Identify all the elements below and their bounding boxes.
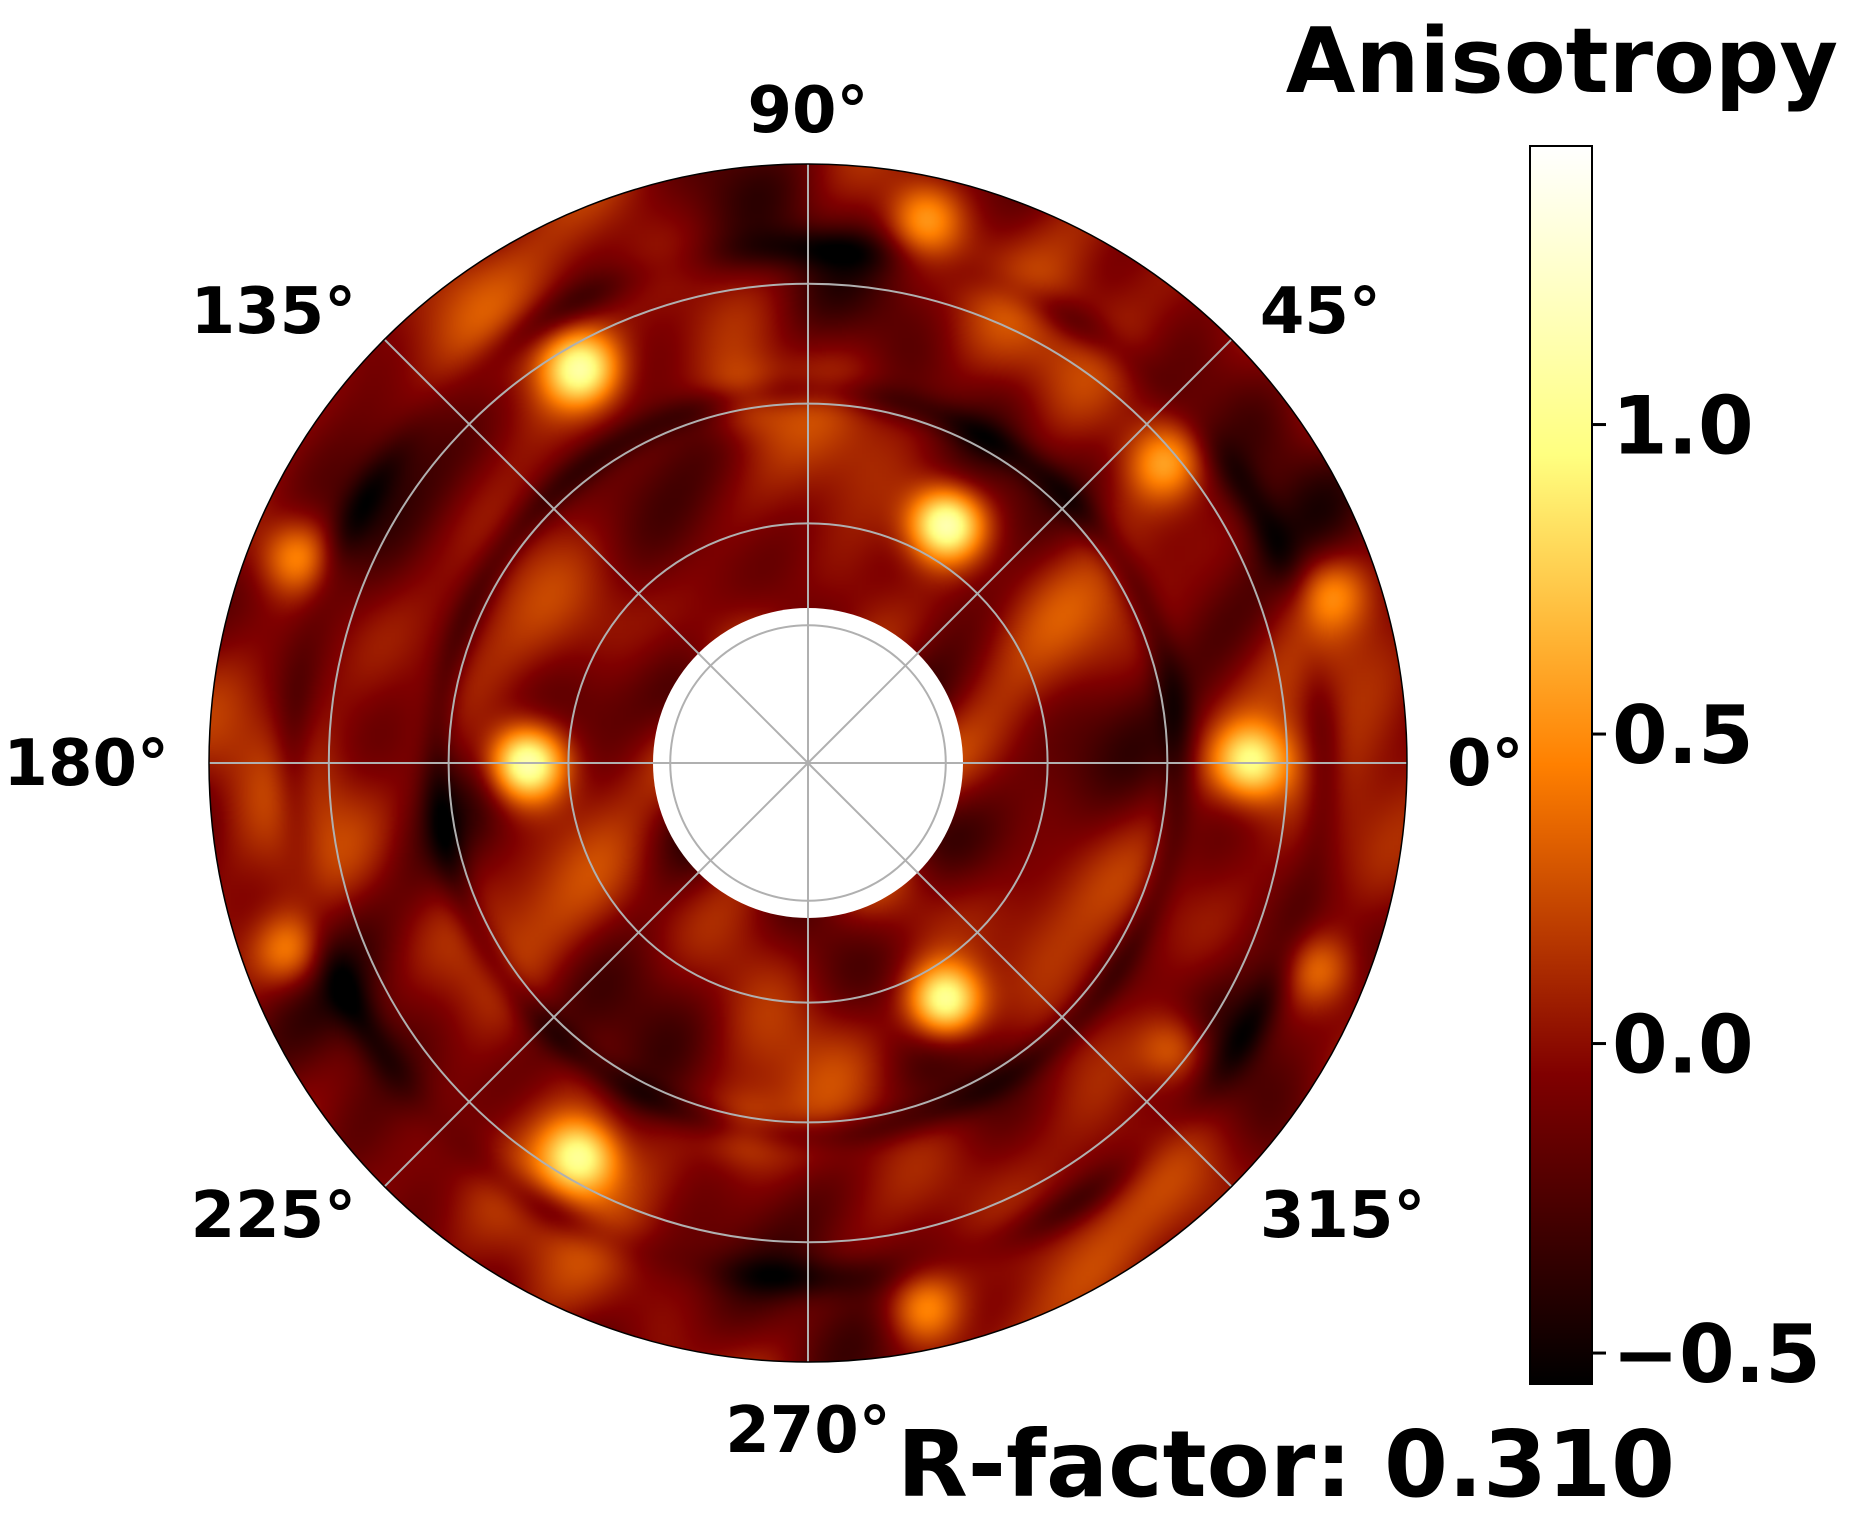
polar-frame bbox=[208, 163, 1408, 1363]
angular-tick-label: 315° bbox=[1260, 1179, 1426, 1253]
colorbar: −0.5 0.0 0.5 1.0 Anisotropy bbox=[1286, 9, 1838, 1401]
angular-tick-labels: 0° 45° 90° 135° 180° 225° 270° 315° bbox=[3, 74, 1523, 1468]
colorbar-ticks: −0.5 0.0 0.5 1.0 bbox=[1592, 380, 1821, 1401]
grid-spoke bbox=[807, 338, 1233, 764]
angular-tick-label: 135° bbox=[191, 275, 357, 349]
colorbar-title: Anisotropy bbox=[1286, 9, 1838, 114]
angular-tick-label: 45° bbox=[1260, 275, 1381, 349]
polar-grid bbox=[209, 164, 1407, 1362]
angular-tick-label: 180° bbox=[3, 727, 169, 801]
colorbar-tick-label: −0.5 bbox=[1612, 1308, 1821, 1401]
grid-ring bbox=[447, 402, 1169, 1124]
colorbar-tick-label: 1.0 bbox=[1612, 380, 1754, 473]
angular-tick-label: 0° bbox=[1447, 727, 1524, 801]
angular-tick-label: 90° bbox=[747, 74, 868, 148]
grid-ring bbox=[327, 282, 1289, 1244]
grid-spoke bbox=[383, 338, 809, 764]
colorbar-gradient bbox=[1529, 145, 1593, 1385]
r-factor-annotation: R-factor: 0.310 bbox=[897, 1411, 1675, 1518]
grid-ring bbox=[669, 624, 947, 902]
grid-ring bbox=[567, 522, 1049, 1004]
grid-spoke bbox=[807, 762, 1233, 1188]
angular-tick-label: 225° bbox=[191, 1179, 357, 1253]
colorbar-tick-label: 0.5 bbox=[1612, 689, 1754, 782]
grid-spoke bbox=[383, 762, 809, 1188]
angular-tick-label: 270° bbox=[725, 1394, 891, 1468]
colorbar-tick-label: 0.0 bbox=[1612, 999, 1754, 1092]
